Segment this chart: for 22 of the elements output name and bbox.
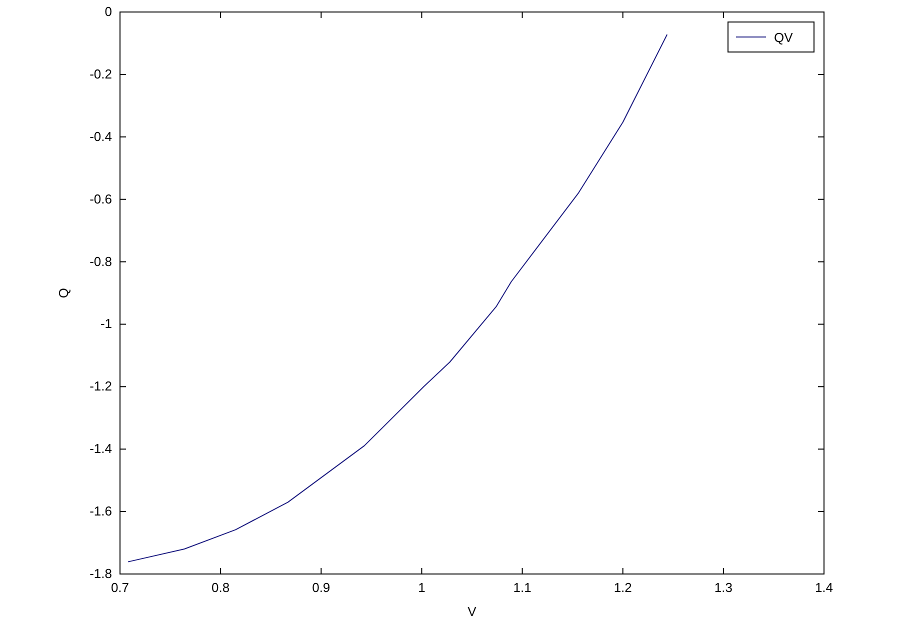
x-tick-label: 1.4	[814, 580, 834, 595]
y-tick-label: -1.2	[90, 378, 112, 394]
legend-label: QV	[774, 30, 794, 45]
x-tick-label: 1.1	[513, 580, 532, 595]
x-tick-label: 0.7	[110, 580, 130, 595]
y-tick-label: -0.4	[90, 128, 112, 144]
x-axis-title: V	[468, 604, 477, 619]
y-tick-label: 0	[104, 4, 112, 19]
y-tick-label: -0.2	[90, 66, 112, 82]
y-tick-label: -1.8	[90, 566, 112, 581]
y-tick-label: -1.6	[90, 504, 112, 519]
y-tick-label: -0.6	[90, 191, 112, 206]
y-tick-label: -1	[100, 316, 112, 332]
y-axis-title: Q	[56, 288, 71, 298]
y-tick-label: -1.4	[90, 441, 112, 456]
y-tick-label: -0.8	[90, 254, 112, 269]
x-tick-label: 1.2	[614, 580, 632, 595]
x-tick-label: 0.9	[312, 580, 330, 595]
line-series	[128, 34, 668, 562]
x-tick-label: 1	[418, 580, 426, 595]
x-tick-label: 0.8	[212, 580, 230, 595]
x-tick-label: 1.3	[714, 580, 732, 595]
